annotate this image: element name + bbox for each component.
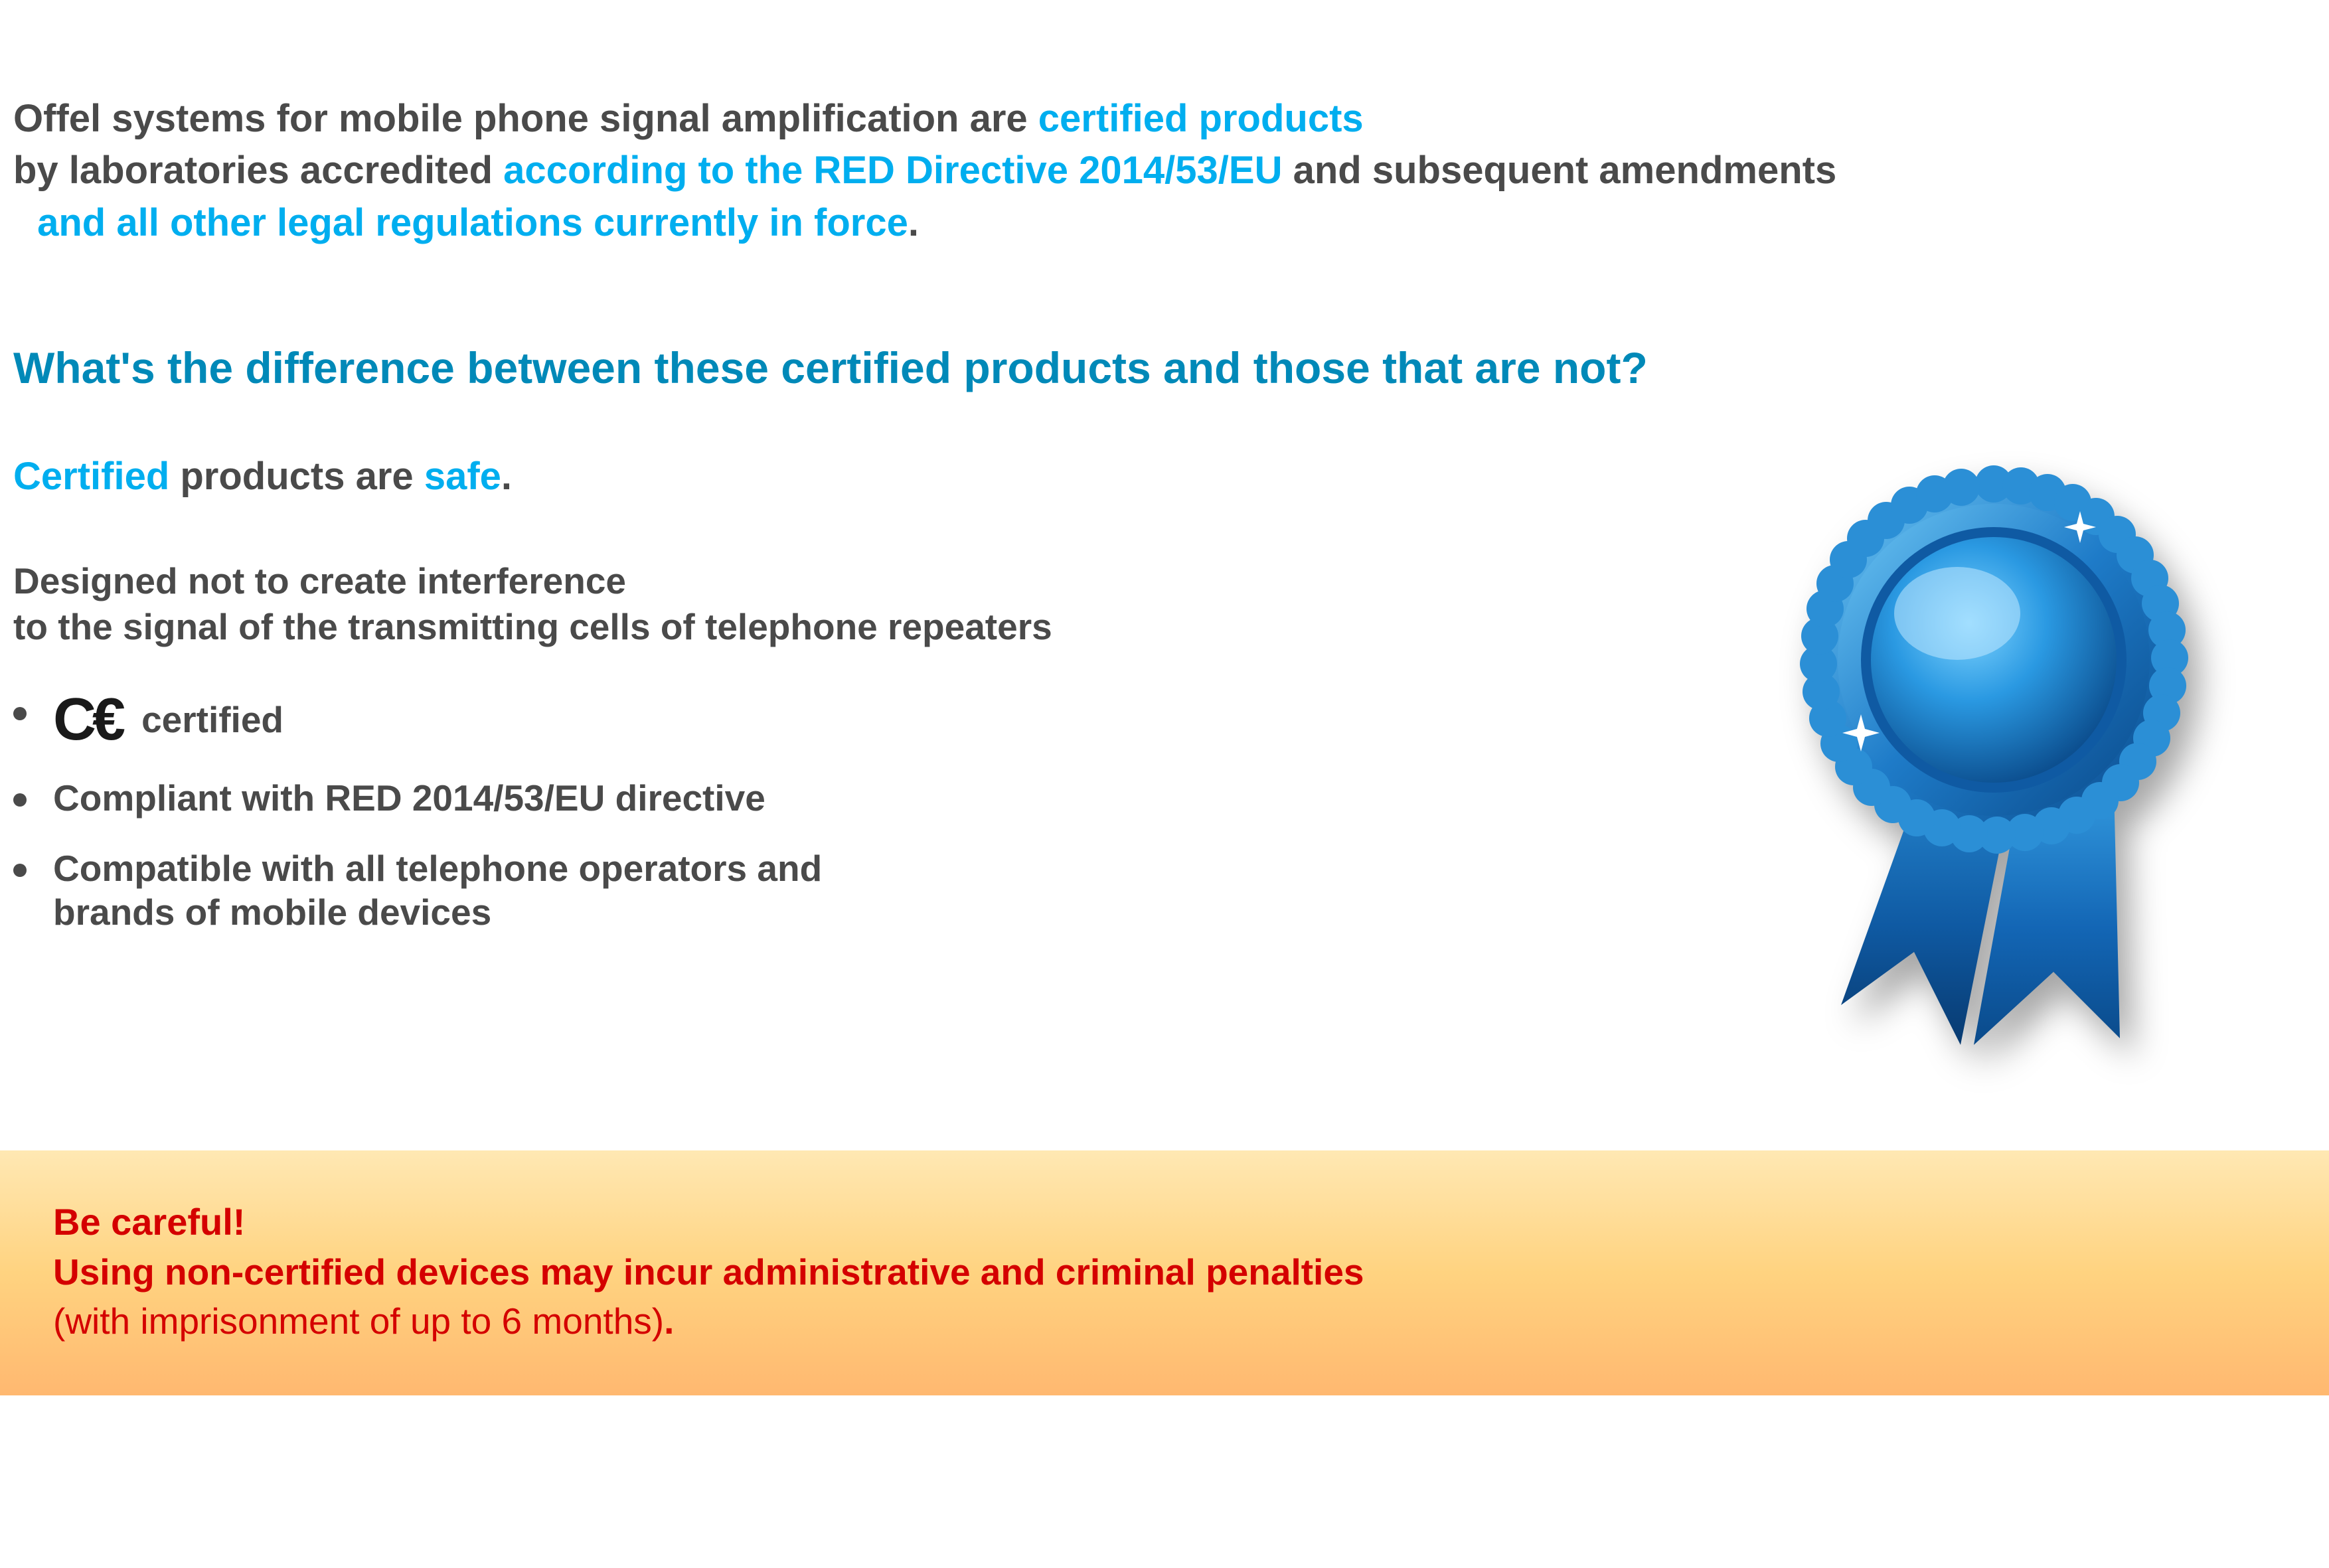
subline-s3: safe	[424, 455, 501, 498]
warning-title: Be careful!	[53, 1197, 2276, 1247]
intro-paragraph: Offel systems for mobile phone signal am…	[13, 93, 2309, 249]
bullet-text: Compliant with RED 2014/53/EU directive	[53, 776, 765, 820]
intro-seg2: by laboratories accredited	[13, 149, 503, 192]
subline: Certified products are safe.	[13, 454, 1678, 499]
intro-seg3-tail: .	[908, 201, 919, 244]
warning-line2: Using non-certified devices may incur ad…	[53, 1247, 2276, 1296]
subline-s4: .	[501, 455, 512, 498]
subline-s1: Certified	[13, 455, 169, 498]
list-item: Compliant with RED 2014/53/EU directive	[13, 776, 1678, 820]
desc-l2: to the signal of the transmitting cells …	[13, 606, 1052, 647]
list-item: C€ certified	[13, 690, 1678, 749]
bullet-text: Compatible with all telephone operators …	[53, 846, 822, 934]
bullet-dot-icon	[13, 707, 27, 720]
section-heading: What's the difference between these cert…	[13, 342, 2309, 394]
intro-seg2-hl: according to the RED Directive 2014/53/E…	[503, 149, 1282, 192]
warning-box: Be careful! Using non-certified devices …	[0, 1150, 2329, 1395]
intro-seg2-tail: and subsequent amendments	[1282, 149, 1836, 192]
warning-line3-text: (with imprisonment of up to 6 months)	[53, 1300, 664, 1342]
intro-seg1-hl: certified products	[1038, 97, 1364, 140]
subline-s2: products are	[169, 455, 424, 498]
bullet-dot-icon	[13, 793, 27, 807]
warning-line3: (with imprisonment of up to 6 months).	[53, 1296, 2276, 1346]
desc-l1: Designed not to create interference	[13, 560, 626, 601]
list-item: Compatible with all telephone operators …	[13, 846, 1678, 934]
bullet-dot-icon	[13, 864, 27, 877]
intro-seg1: Offel systems for mobile phone signal am…	[13, 97, 1038, 140]
award-ribbon-icon	[1741, 461, 2246, 1058]
intro-seg3-hl: and all other legal regulations currentl…	[27, 201, 908, 244]
ce-mark-icon: C€	[53, 690, 121, 749]
warning-dot: .	[664, 1300, 674, 1342]
bullet-text: certified	[141, 698, 283, 742]
description: Designed not to create interference to t…	[13, 558, 1678, 650]
bullet-list: C€ certified Compliant with RED 2014/53/…	[13, 690, 1678, 934]
